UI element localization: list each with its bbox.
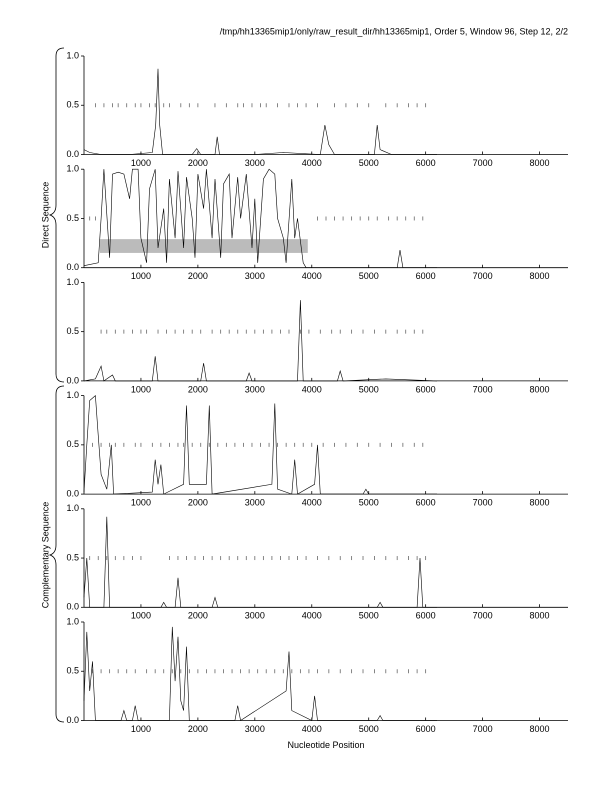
y-tick-label: 0.5 xyxy=(66,326,79,336)
x-tick-label: 4000 xyxy=(302,158,322,168)
x-tick-label: 6000 xyxy=(416,611,436,621)
x-tick-label: 6000 xyxy=(416,497,436,507)
x-tick-label: 5000 xyxy=(359,497,379,507)
x-tick-label: 7000 xyxy=(473,724,493,734)
x-tick-label: 8000 xyxy=(530,271,550,281)
y-tick-label: 0.0 xyxy=(66,488,79,498)
x-tick-label: 4000 xyxy=(302,724,322,734)
x-tick-label: 3000 xyxy=(245,497,265,507)
x-tick-label: 5000 xyxy=(359,724,379,734)
x-tick-label: 1000 xyxy=(131,271,151,281)
x-tick-label: 8000 xyxy=(530,611,550,621)
x-tick-label: 2000 xyxy=(188,158,208,168)
x-tick-label: 2000 xyxy=(188,611,208,621)
y-tick-label: 1.0 xyxy=(66,277,79,287)
data-line xyxy=(83,516,437,608)
highlight-region xyxy=(99,239,308,253)
x-tick-label: 5000 xyxy=(359,271,379,281)
x-tick-label: 8000 xyxy=(530,724,550,734)
y-tick-label: 0.0 xyxy=(66,602,79,612)
data-line xyxy=(83,394,437,495)
x-tick-label: 5000 xyxy=(359,611,379,621)
x-tick-label: 1000 xyxy=(131,384,151,394)
y-tick-label: 0.0 xyxy=(66,149,79,159)
y-tick-label: 0.5 xyxy=(66,552,79,562)
data-line xyxy=(83,168,437,268)
x-tick-label: 2000 xyxy=(188,384,208,394)
x-tick-label: 1000 xyxy=(131,497,151,507)
group-brace xyxy=(48,385,65,723)
x-axis-label: Nucleotide Position xyxy=(287,740,364,750)
group-label: Complementary Sequence xyxy=(40,502,50,609)
y-tick-label: 1.0 xyxy=(66,390,79,400)
x-tick-label: 7000 xyxy=(473,611,493,621)
y-tick-label: 1.0 xyxy=(66,50,79,60)
x-tick-label: 1000 xyxy=(131,611,151,621)
x-tick-label: 6000 xyxy=(416,384,436,394)
y-tick-label: 1.0 xyxy=(66,616,79,626)
x-tick-label: 3000 xyxy=(245,271,265,281)
x-tick-label: 1000 xyxy=(131,158,151,168)
x-tick-label: 3000 xyxy=(245,724,265,734)
data-line xyxy=(83,626,437,721)
x-tick-label: 2000 xyxy=(188,724,208,734)
group-brace xyxy=(48,47,65,383)
x-tick-label: 6000 xyxy=(416,271,436,281)
x-tick-label: 4000 xyxy=(302,611,322,621)
x-tick-label: 7000 xyxy=(473,158,493,168)
x-tick-label: 7000 xyxy=(473,271,493,281)
group-label: Direct Sequence xyxy=(40,182,50,249)
x-tick-label: 3000 xyxy=(245,384,265,394)
y-tick-label: 0.0 xyxy=(66,262,79,272)
x-tick-label: 7000 xyxy=(473,384,493,394)
x-tick-label: 4000 xyxy=(302,384,322,394)
x-tick-label: 8000 xyxy=(530,158,550,168)
data-line xyxy=(83,300,438,382)
x-tick-label: 3000 xyxy=(245,158,265,168)
y-tick-label: 1.0 xyxy=(66,164,79,174)
data-line xyxy=(83,68,437,155)
x-tick-label: 4000 xyxy=(302,271,322,281)
x-tick-label: 6000 xyxy=(416,724,436,734)
x-tick-label: 7000 xyxy=(473,497,493,507)
x-tick-label: 3000 xyxy=(245,611,265,621)
y-tick-label: 0.5 xyxy=(66,439,79,449)
y-tick-label: 0.0 xyxy=(66,715,79,725)
chart-title: /tmp/hh13365mip1/only/raw_result_dir/hh1… xyxy=(220,26,568,36)
x-tick-label: 8000 xyxy=(530,384,550,394)
x-tick-label: 6000 xyxy=(416,158,436,168)
y-tick-label: 0.5 xyxy=(66,100,79,110)
x-tick-label: 4000 xyxy=(302,497,322,507)
x-tick-label: 2000 xyxy=(188,497,208,507)
y-tick-label: 1.0 xyxy=(66,503,79,513)
y-tick-label: 0.5 xyxy=(66,213,79,223)
y-tick-label: 0.0 xyxy=(66,375,79,385)
x-tick-label: 2000 xyxy=(188,271,208,281)
x-tick-label: 5000 xyxy=(359,158,379,168)
x-tick-label: 1000 xyxy=(131,724,151,734)
x-tick-label: 8000 xyxy=(530,497,550,507)
x-tick-label: 5000 xyxy=(359,384,379,394)
y-tick-label: 0.5 xyxy=(66,666,79,676)
